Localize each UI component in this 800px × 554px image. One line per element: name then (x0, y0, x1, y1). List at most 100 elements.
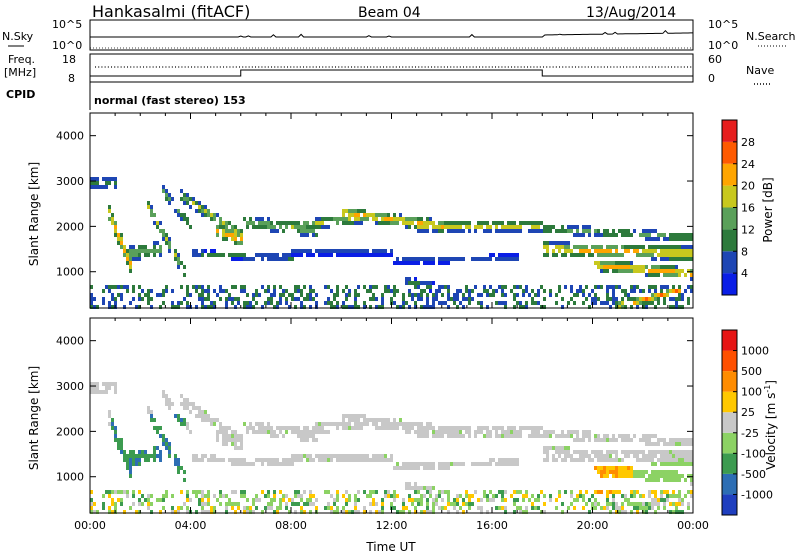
velocity-cell (96, 390, 99, 394)
velocity-cell (333, 422, 336, 426)
velocity-cell (639, 458, 642, 462)
power-cell (525, 221, 528, 225)
power-cell (579, 249, 582, 253)
power-cell (540, 305, 543, 309)
velocity-cell (327, 454, 330, 458)
power-cell (474, 257, 477, 261)
velocity-cell (474, 434, 477, 438)
velocity-cell (675, 494, 678, 498)
power-cell (186, 201, 189, 205)
velocity-cell (525, 426, 528, 430)
power-cell (390, 221, 393, 225)
power-cell (642, 229, 645, 233)
velocity-cell (543, 430, 546, 434)
power-cell (540, 221, 543, 225)
power-cell (651, 265, 654, 269)
power-cell (180, 189, 183, 193)
power-cell (657, 273, 660, 277)
velocity-cell (276, 426, 279, 430)
velocity-cell (348, 426, 351, 430)
power-cell (543, 241, 546, 245)
power-cell (618, 305, 621, 309)
power-cell (108, 289, 111, 293)
power-cell (306, 253, 309, 257)
power-cell (405, 217, 408, 221)
velocity-cell (129, 506, 132, 510)
nsky-panel-frame (89, 19, 694, 51)
velocity-cell (570, 502, 573, 506)
x-axis-label: Time UT (365, 540, 416, 554)
freq-tick-bottom: 8 (68, 72, 75, 85)
velocity-cell (357, 422, 360, 426)
power-cell (432, 257, 435, 261)
velocity-cell (270, 506, 273, 510)
velocity-cell (189, 498, 192, 502)
velocity-cell (408, 482, 411, 486)
power-cell (267, 301, 270, 305)
power-cell (126, 253, 129, 257)
velocity-cell (342, 506, 345, 510)
velocity-cell (198, 406, 201, 410)
velocity-cell (657, 506, 660, 510)
power-cell (495, 225, 498, 229)
power-cell (288, 257, 291, 261)
velocity-cell (168, 402, 171, 406)
velocity-cell (207, 510, 210, 514)
velocity-cell (246, 510, 249, 514)
velocity-cell (579, 490, 582, 494)
station-title: Hankasalmi (fitACF) (92, 2, 250, 21)
velocity-cell (363, 490, 366, 494)
velocity-cell (468, 498, 471, 502)
velocity-cell (468, 434, 471, 438)
velocity-cell (636, 458, 639, 462)
velocity-cell (480, 498, 483, 502)
power-cell (432, 297, 435, 301)
velocity-cell (288, 498, 291, 502)
power-cell (237, 257, 240, 261)
power-cell (492, 293, 495, 297)
power-cell (336, 301, 339, 305)
velocity-cell (648, 474, 651, 478)
velocity-cell (111, 426, 114, 430)
velocity-cell (222, 438, 225, 442)
velocity-cell (306, 498, 309, 502)
velocity-cell (240, 458, 243, 462)
power-cell (501, 293, 504, 297)
power-cell (273, 253, 276, 257)
velocity-cell (432, 466, 435, 470)
velocity-cell (642, 474, 645, 478)
velocity-cell (504, 430, 507, 434)
velocity-cell (360, 458, 363, 462)
velocity-cell (315, 426, 318, 430)
power-cell (147, 253, 150, 257)
velocity-cell (636, 470, 639, 474)
power-cell (183, 213, 186, 217)
power-cell (633, 297, 636, 301)
power-cell (564, 285, 567, 289)
velocity-cell (651, 454, 654, 458)
velocity-cell (447, 430, 450, 434)
power-cell (477, 293, 480, 297)
velocity-cell (663, 462, 666, 466)
y-tick-label: 4000 (56, 335, 84, 348)
velocity-cell (282, 426, 285, 430)
power-cell (642, 301, 645, 305)
velocity-cell (444, 506, 447, 510)
power-cell (255, 301, 258, 305)
power-cell (543, 229, 546, 233)
power-cell (648, 245, 651, 249)
velocity-cell (507, 462, 510, 466)
velocity-cell (612, 494, 615, 498)
velocity-cell (240, 494, 243, 498)
velocity-cell (672, 458, 675, 462)
power-cell (171, 305, 174, 309)
velocity-cell (516, 498, 519, 502)
velocity-cell (687, 454, 690, 458)
y-tick-label: 1000 (56, 266, 84, 279)
velocity-cell (675, 450, 678, 454)
velocity-cell (450, 426, 453, 430)
velocity-cell (123, 458, 126, 462)
power-cell (195, 253, 198, 257)
power-cell (147, 205, 150, 209)
